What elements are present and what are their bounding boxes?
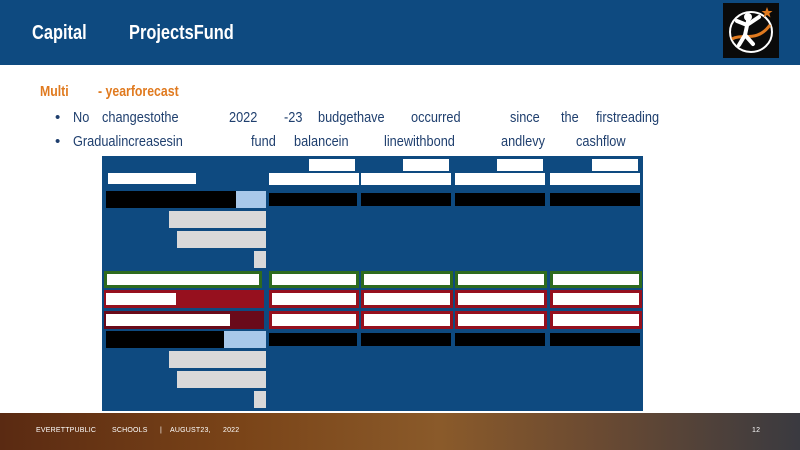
table-cell: [269, 373, 357, 386]
bullet-2-word: balancein: [294, 133, 349, 150]
table-cell: [269, 193, 357, 206]
header-cell: [550, 173, 640, 185]
table-cell: [550, 271, 642, 288]
bullet-1-word: 2022: [229, 109, 258, 126]
table-cell: [550, 373, 640, 386]
table-cell: [455, 393, 545, 406]
table-cell: [361, 193, 451, 206]
bullet-1-word: -23: [284, 109, 303, 126]
header-cell: [497, 159, 543, 171]
bullet-2-word: linewithbond: [384, 133, 455, 150]
table-cell: [550, 393, 640, 406]
header-cell: [108, 173, 196, 184]
bullet-2-word: andlevy: [501, 133, 545, 150]
slide-number: 12: [752, 427, 761, 434]
footer-separator: |: [160, 427, 163, 434]
footer-date-part2: 2022: [223, 427, 240, 434]
table-cell: [269, 393, 357, 406]
footer-org-part2: SCHOOLS: [112, 427, 148, 434]
table-cell: [455, 253, 545, 266]
table-cell: [361, 311, 453, 329]
bullet-2-word: fund: [251, 133, 276, 150]
table-cell: [550, 253, 640, 266]
subheading-part2: - yearforecast: [98, 83, 179, 100]
table-cell: [455, 333, 545, 346]
slide-title-part1: Capital: [32, 22, 87, 44]
table-row: [106, 211, 169, 228]
table-cell: [269, 311, 359, 329]
subheading-part1: Multi: [40, 83, 69, 100]
table-cell: [361, 373, 451, 386]
table-cell: [361, 353, 451, 366]
table-cell: [455, 233, 545, 246]
table-row: [104, 271, 262, 288]
table-cell: [550, 213, 640, 226]
table-row: [106, 314, 230, 326]
table-cell: [269, 213, 357, 226]
table-cell: [550, 290, 642, 308]
table-cell: [269, 333, 357, 346]
table-cell: [361, 233, 451, 246]
slide-title-part2: ProjectsFund: [129, 22, 234, 44]
footer-date-part1: AUGUST23,: [170, 427, 211, 434]
header-cell: [361, 173, 451, 185]
table-row: [106, 371, 177, 388]
header-cell: [269, 173, 359, 185]
table-cell: [269, 290, 359, 308]
bullet-1-word: changestothe: [102, 109, 179, 126]
bullet-1-word: firstreading: [596, 109, 660, 126]
table-cell: [361, 271, 453, 288]
forecast-table: [102, 156, 643, 411]
table-cell: [269, 353, 357, 366]
table-cell: [550, 353, 640, 366]
table-cell: [361, 290, 453, 308]
table-cell: [455, 290, 547, 308]
table-cell: [455, 353, 545, 366]
table-cell: [455, 213, 545, 226]
table-row: [106, 191, 236, 208]
table-cell: [550, 333, 640, 346]
district-logo-icon: [723, 3, 779, 58]
table-cell: [269, 253, 357, 266]
table-cell: [361, 333, 451, 346]
table-cell: [361, 253, 451, 266]
table-cell: [550, 233, 640, 246]
table-row: [106, 391, 254, 408]
header-cell: [592, 159, 638, 171]
table-cell: [361, 213, 451, 226]
table-cell: [455, 193, 545, 206]
table-cell: [269, 233, 357, 246]
bullet-1-word: the: [561, 109, 579, 126]
header-cell: [309, 159, 355, 171]
table-cell: [455, 311, 547, 329]
table-cell: [550, 193, 640, 206]
table-row: [106, 251, 254, 268]
table-cell: [455, 373, 545, 386]
header-cell: [455, 173, 545, 185]
footer-bar: EVERETTPUBLIC SCHOOLS | AUGUST23, 2022 1…: [0, 413, 800, 450]
bullet-1-word: No: [73, 109, 90, 126]
bullet-1-word: occurred: [411, 109, 461, 126]
table-row: [106, 331, 224, 348]
bullet-1-word: budgethave: [318, 109, 385, 126]
header-cell: [403, 159, 449, 171]
footer-org-part1: EVERETTPUBLIC: [36, 427, 97, 434]
table-cell: [269, 271, 359, 288]
bullet-1-word: since: [510, 109, 540, 126]
table-cell: [550, 311, 642, 329]
title-bar: Capital ProjectsFund: [0, 0, 800, 65]
bullet-dot-icon: •: [55, 109, 61, 126]
bullet-2-word: Gradualincreasesin: [73, 133, 183, 150]
table-cell: [361, 393, 451, 406]
bullet-2-word: cashflow: [576, 133, 626, 150]
table-row: [106, 351, 169, 368]
table-cell: [455, 271, 547, 288]
bullet-dot-icon: •: [55, 133, 61, 150]
table-row: [106, 293, 176, 305]
table-row: [106, 231, 177, 248]
